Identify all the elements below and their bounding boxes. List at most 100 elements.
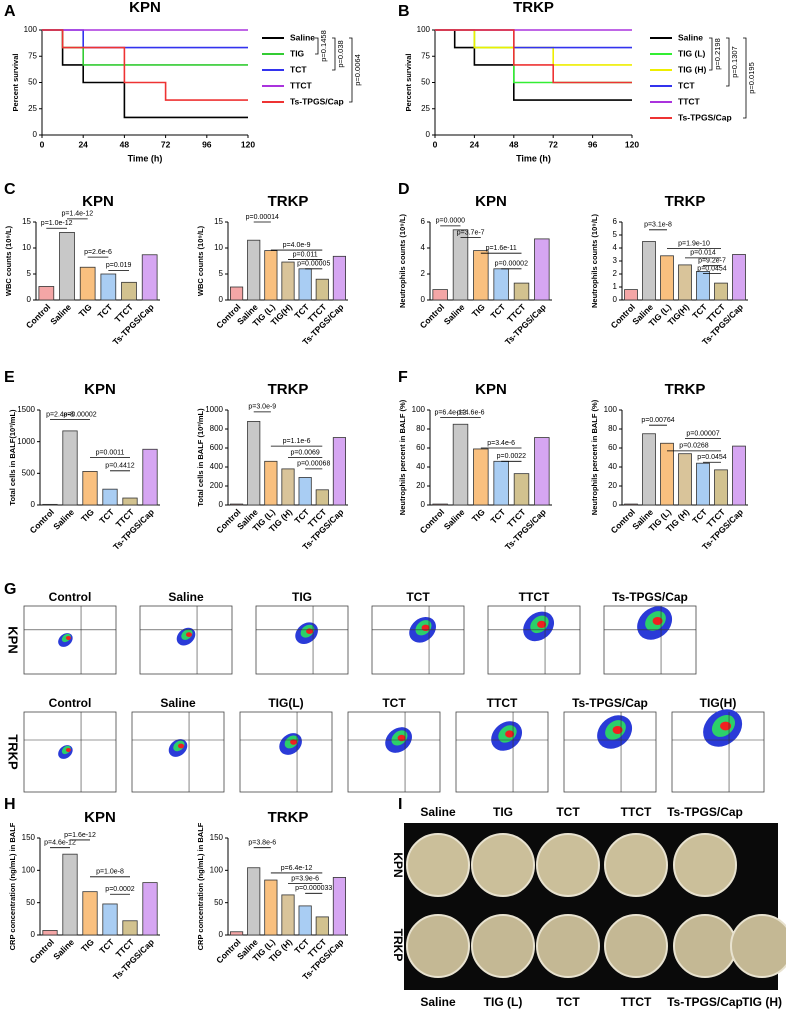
y-axis-label: WBC counts (10⁹/L)	[196, 225, 205, 296]
p-value: p=0.0064	[353, 54, 362, 86]
plate	[604, 914, 668, 978]
p-value: p=9.2e-7	[698, 258, 726, 265]
p-value: p=0.019	[106, 262, 132, 269]
y-tick-label: 60	[608, 443, 617, 452]
density-core	[65, 748, 71, 752]
p-value: p=0.00005	[297, 261, 330, 268]
density-core	[652, 617, 663, 625]
y-axis-label: Total cells in BALF (10³/mL)	[196, 408, 205, 507]
p-value: p=0.1458	[319, 30, 328, 62]
chart-title: TRKP	[268, 809, 309, 826]
y-tick-label: 150	[210, 833, 224, 842]
y-tick-label: 1500	[17, 405, 35, 414]
y-tick-label: 50	[28, 78, 37, 87]
p-value: p=1.6e-11	[486, 245, 517, 252]
bar	[42, 930, 58, 936]
y-tick-label: 80	[416, 424, 425, 433]
bar	[82, 471, 98, 506]
bar	[247, 239, 261, 301]
x-tick-label: 24	[470, 139, 480, 149]
legend-label: TTCT	[678, 96, 701, 106]
y-tick-label: 0	[219, 295, 224, 304]
p-value: p=0.0000	[436, 218, 465, 225]
sample-title: Ts-TPGS/Cap	[612, 590, 688, 604]
plate	[673, 833, 737, 897]
panel-letter: H	[4, 796, 16, 813]
bar	[624, 289, 638, 301]
bar	[229, 286, 244, 301]
p-value: p=0.2198	[713, 38, 722, 70]
bar	[678, 264, 692, 301]
y-tick-label: 0	[421, 500, 426, 509]
density-core	[612, 726, 623, 734]
y-tick-label: 15	[214, 217, 223, 226]
bar	[281, 468, 295, 506]
y-axis-label: Total cells in BALF(10³/mL)	[8, 409, 17, 506]
bar	[473, 250, 489, 301]
p-value: p=3.0e-9	[248, 404, 276, 411]
sample-title: Saline	[168, 590, 204, 604]
panel-letter: B	[398, 3, 410, 20]
density-core	[306, 628, 314, 634]
p-value: p=4.6e-6	[457, 409, 485, 416]
panel-letter: F	[398, 369, 408, 386]
survival-line	[42, 29, 248, 101]
bar	[696, 270, 710, 301]
bar	[452, 423, 469, 506]
y-tick-label: 15	[22, 217, 31, 226]
sample-title: TCT	[382, 696, 406, 710]
x-tick-label: 0	[40, 139, 45, 149]
plate	[406, 833, 470, 897]
x-tick-label: Saline	[442, 302, 467, 327]
chart-title: TRKP	[268, 381, 309, 398]
plate	[471, 833, 535, 897]
survival-line	[435, 29, 632, 101]
p-value: p=0.014	[690, 250, 716, 257]
y-tick-label: 5	[219, 269, 224, 278]
x-tick-label: 120	[241, 139, 255, 149]
sample-title: Saline	[160, 696, 196, 710]
y-tick-label: 100	[412, 405, 426, 414]
row-label: KPN	[391, 852, 405, 877]
sample-title: TIG(H)	[700, 696, 737, 710]
bar	[102, 903, 118, 936]
p-value: p=1.1e-6	[283, 438, 311, 445]
bar	[79, 266, 96, 301]
panel-letter: G	[4, 581, 16, 598]
sample-title: Control	[49, 590, 92, 604]
chart-title: KPN	[475, 381, 507, 398]
bar	[122, 497, 138, 506]
bar	[82, 891, 98, 936]
y-tick-label: 0	[426, 130, 431, 139]
p-value: p=0.00014	[246, 214, 279, 221]
p-value: p=0.0022	[497, 453, 526, 460]
bar	[264, 460, 278, 506]
p-value: p=0.00002	[495, 261, 528, 268]
comparison-bracket	[726, 37, 730, 87]
y-tick-label: 50	[421, 78, 430, 87]
y-tick-label: 1000	[17, 437, 35, 446]
y-tick-label: 20	[416, 481, 425, 490]
bar	[714, 282, 728, 301]
survival-line	[435, 29, 632, 84]
p-value: p=1.4e-12	[61, 211, 93, 218]
bar	[42, 503, 58, 506]
bar	[102, 488, 118, 506]
legend-label: TIG (H)	[678, 64, 706, 74]
bar	[660, 442, 674, 506]
y-tick-label: 400	[210, 462, 224, 471]
survival-line	[42, 29, 248, 49]
y-tick-label: 4	[421, 243, 426, 252]
bar	[696, 462, 710, 506]
row-label: TRKP	[391, 929, 405, 962]
x-axis-label: Time (h)	[128, 153, 163, 163]
plate-label: Saline	[420, 805, 456, 819]
p-value: p=0.011	[293, 251, 318, 258]
bar	[121, 281, 137, 301]
p-value: p=1.9e-10	[678, 240, 710, 247]
p-value: p=2.6e-6	[84, 249, 112, 256]
x-tick-label: TIG	[79, 507, 96, 524]
y-tick-label: 1000	[205, 405, 223, 414]
bar	[473, 448, 489, 506]
